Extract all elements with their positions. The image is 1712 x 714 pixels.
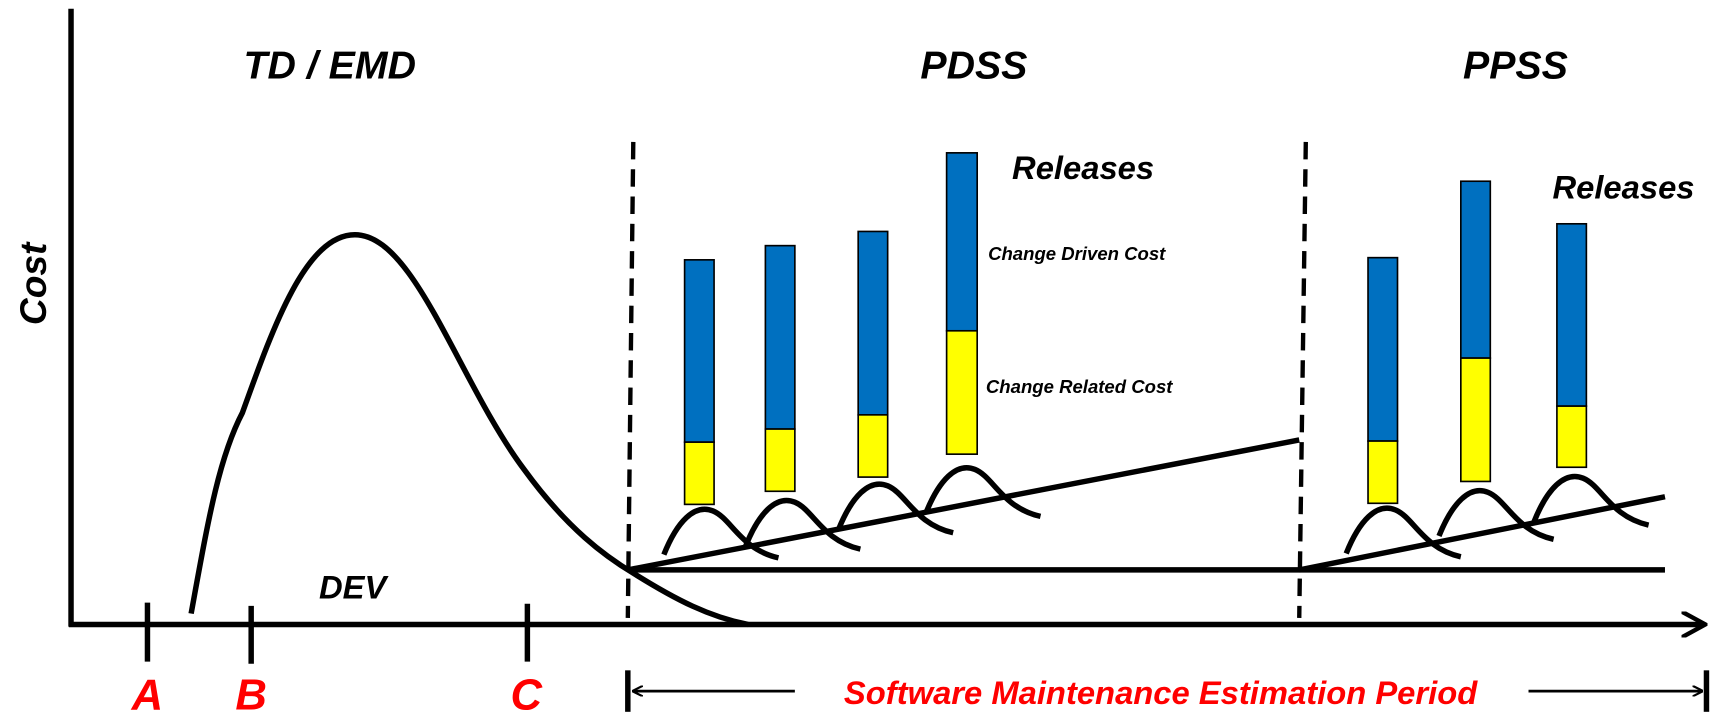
milestone-label: A bbox=[131, 671, 164, 714]
related-bar bbox=[764, 428, 796, 493]
releases-label: Releases bbox=[1552, 169, 1694, 206]
dev-curve bbox=[188, 231, 749, 628]
driven-bar bbox=[683, 259, 715, 443]
related-bar bbox=[945, 329, 979, 455]
driven-bar bbox=[1556, 222, 1588, 407]
related-bar bbox=[1556, 405, 1588, 469]
separator bbox=[1297, 141, 1308, 618]
legend-label: Change Driven Cost bbox=[988, 243, 1166, 264]
milestone-label: C bbox=[511, 671, 544, 714]
separator bbox=[625, 141, 636, 618]
phase-label: PPSS bbox=[1463, 44, 1568, 88]
phase-label: PDSS bbox=[920, 44, 1027, 88]
related-bar bbox=[857, 414, 889, 478]
related-bar bbox=[1460, 357, 1492, 483]
driven-bar bbox=[945, 152, 979, 332]
axis-label: Cost bbox=[12, 241, 54, 325]
driven-bar bbox=[764, 244, 796, 430]
release-bars bbox=[683, 152, 1588, 506]
period-label: Software Maintenance Estimation Period bbox=[844, 674, 1478, 711]
driven-bar bbox=[857, 230, 889, 416]
driven-bar bbox=[1367, 256, 1399, 442]
driven-bar bbox=[1460, 180, 1492, 359]
trend-line bbox=[627, 437, 1300, 573]
phase-label: TD / EMD bbox=[244, 44, 416, 88]
releases-label: Releases bbox=[1012, 149, 1154, 186]
legend-label: Change Related Cost bbox=[986, 376, 1173, 397]
dev-label: DEV bbox=[319, 568, 389, 605]
related-bar bbox=[1367, 440, 1399, 505]
related-bar bbox=[683, 441, 715, 506]
milestone-label: B bbox=[235, 671, 267, 714]
trend-line bbox=[1298, 494, 1666, 573]
